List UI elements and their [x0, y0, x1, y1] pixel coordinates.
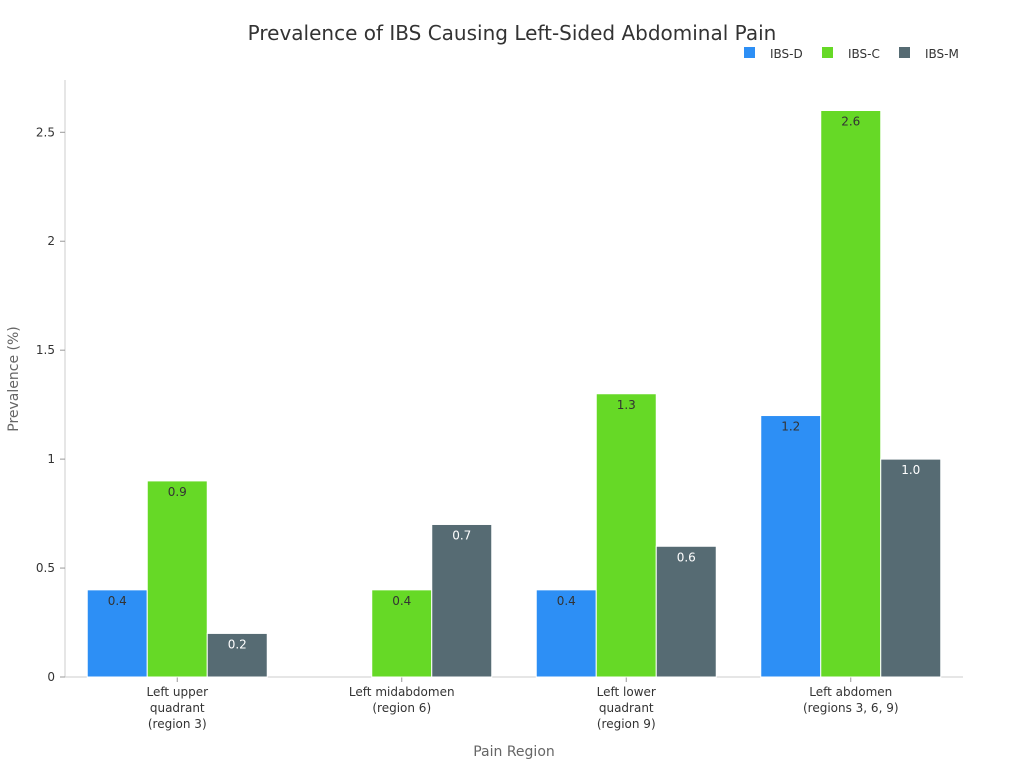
bar-ibs-c: [820, 110, 882, 678]
x-tick-label: Left lower quadrant (region 9): [597, 685, 656, 731]
y-tick-label: 2.5: [36, 125, 55, 139]
legend-item-ibs-d[interactable]: IBS-D: [744, 47, 803, 61]
legend-swatch: [899, 47, 910, 58]
data-label: 1.2: [781, 420, 800, 434]
x-tick-label: Left abdomen (regions 3, 6, 9): [803, 685, 899, 715]
data-label: 0.4: [108, 594, 127, 608]
legend-label: IBS-C: [848, 47, 880, 61]
y-tick-label: 1: [47, 452, 55, 466]
data-label: 1.3: [617, 398, 636, 412]
bar-ibs-d: [86, 589, 148, 678]
legend-label: IBS-M: [925, 47, 959, 61]
legend-swatch: [744, 47, 755, 58]
legend-label: IBS-D: [770, 47, 803, 61]
data-label: 0.4: [392, 594, 411, 608]
y-tick-label: 0.5: [36, 561, 55, 575]
bar-ibs-c: [146, 480, 208, 678]
x-tick-label: Left midabdomen (region 6): [349, 685, 455, 715]
bar-ibs-m: [206, 632, 268, 678]
data-label: 0.4: [557, 594, 576, 608]
legend-item-ibs-c[interactable]: IBS-C: [822, 47, 880, 61]
data-label: 2.6: [841, 115, 860, 129]
data-label: 0.9: [168, 485, 187, 499]
y-axis-label: Prevalence (%): [6, 326, 22, 432]
x-axis-label: Pain Region: [473, 744, 555, 760]
bar-ibs-c: [371, 589, 433, 678]
bar-ibs-c: [595, 393, 657, 678]
y-tick-label: 1.5: [36, 343, 55, 357]
data-label: 1.0: [901, 463, 920, 477]
data-label: 0.7: [452, 528, 471, 542]
legend-swatch: [822, 47, 833, 58]
x-tick-label: Left upper quadrant (region 3): [146, 685, 208, 731]
bar-ibs-m: [655, 545, 717, 678]
data-label: 0.2: [228, 637, 247, 651]
bar-ibs-d: [535, 589, 597, 678]
data-label: 0.6: [677, 550, 696, 564]
legend-item-ibs-m[interactable]: IBS-M: [899, 47, 959, 61]
y-tick-label: 2: [47, 234, 55, 248]
bar-ibs-m: [880, 458, 942, 678]
y-tick-label: 0: [47, 670, 55, 684]
bar-ibs-m: [431, 523, 493, 678]
bar-ibs-d: [760, 415, 822, 678]
chart-title: Prevalence of IBS Causing Left-Sided Abd…: [248, 21, 777, 45]
